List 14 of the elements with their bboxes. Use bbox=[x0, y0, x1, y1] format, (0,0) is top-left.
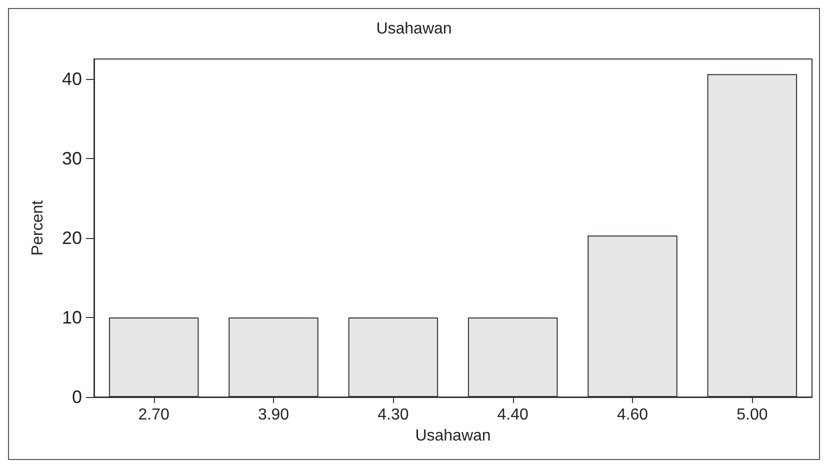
y-axis-title: Percent bbox=[30, 200, 46, 256]
x-tick-label: 5.00 bbox=[736, 406, 768, 424]
y-tick-label: 10 bbox=[62, 307, 82, 328]
x-tick-label: 2.70 bbox=[138, 406, 170, 424]
chart-title: Usahawan bbox=[376, 20, 452, 38]
y-tick-label: 0 bbox=[72, 387, 82, 407]
y-tick-label: 40 bbox=[62, 68, 82, 89]
x-tick-label: 4.40 bbox=[497, 406, 529, 424]
x-tick-label: 4.30 bbox=[378, 406, 409, 424]
x-axis-title: Usahawan bbox=[415, 427, 491, 444]
x-tick-label: 3.90 bbox=[258, 406, 290, 424]
x-tick-label: 4.60 bbox=[616, 406, 648, 424]
y-tick-label: 30 bbox=[62, 148, 82, 168]
y-tick-label: 20 bbox=[62, 228, 82, 248]
